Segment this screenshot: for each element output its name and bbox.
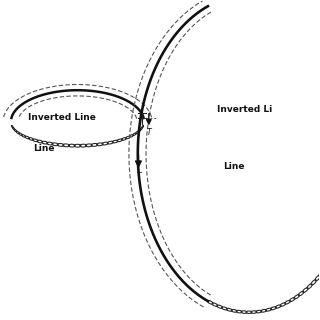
Text: Inverted Line: Inverted Line xyxy=(28,113,96,122)
Text: Inverted Li: Inverted Li xyxy=(217,105,272,114)
Text: Line: Line xyxy=(33,144,55,153)
Text: T: T xyxy=(137,172,142,181)
Text: T: T xyxy=(147,128,152,137)
Text: Line: Line xyxy=(223,162,245,171)
